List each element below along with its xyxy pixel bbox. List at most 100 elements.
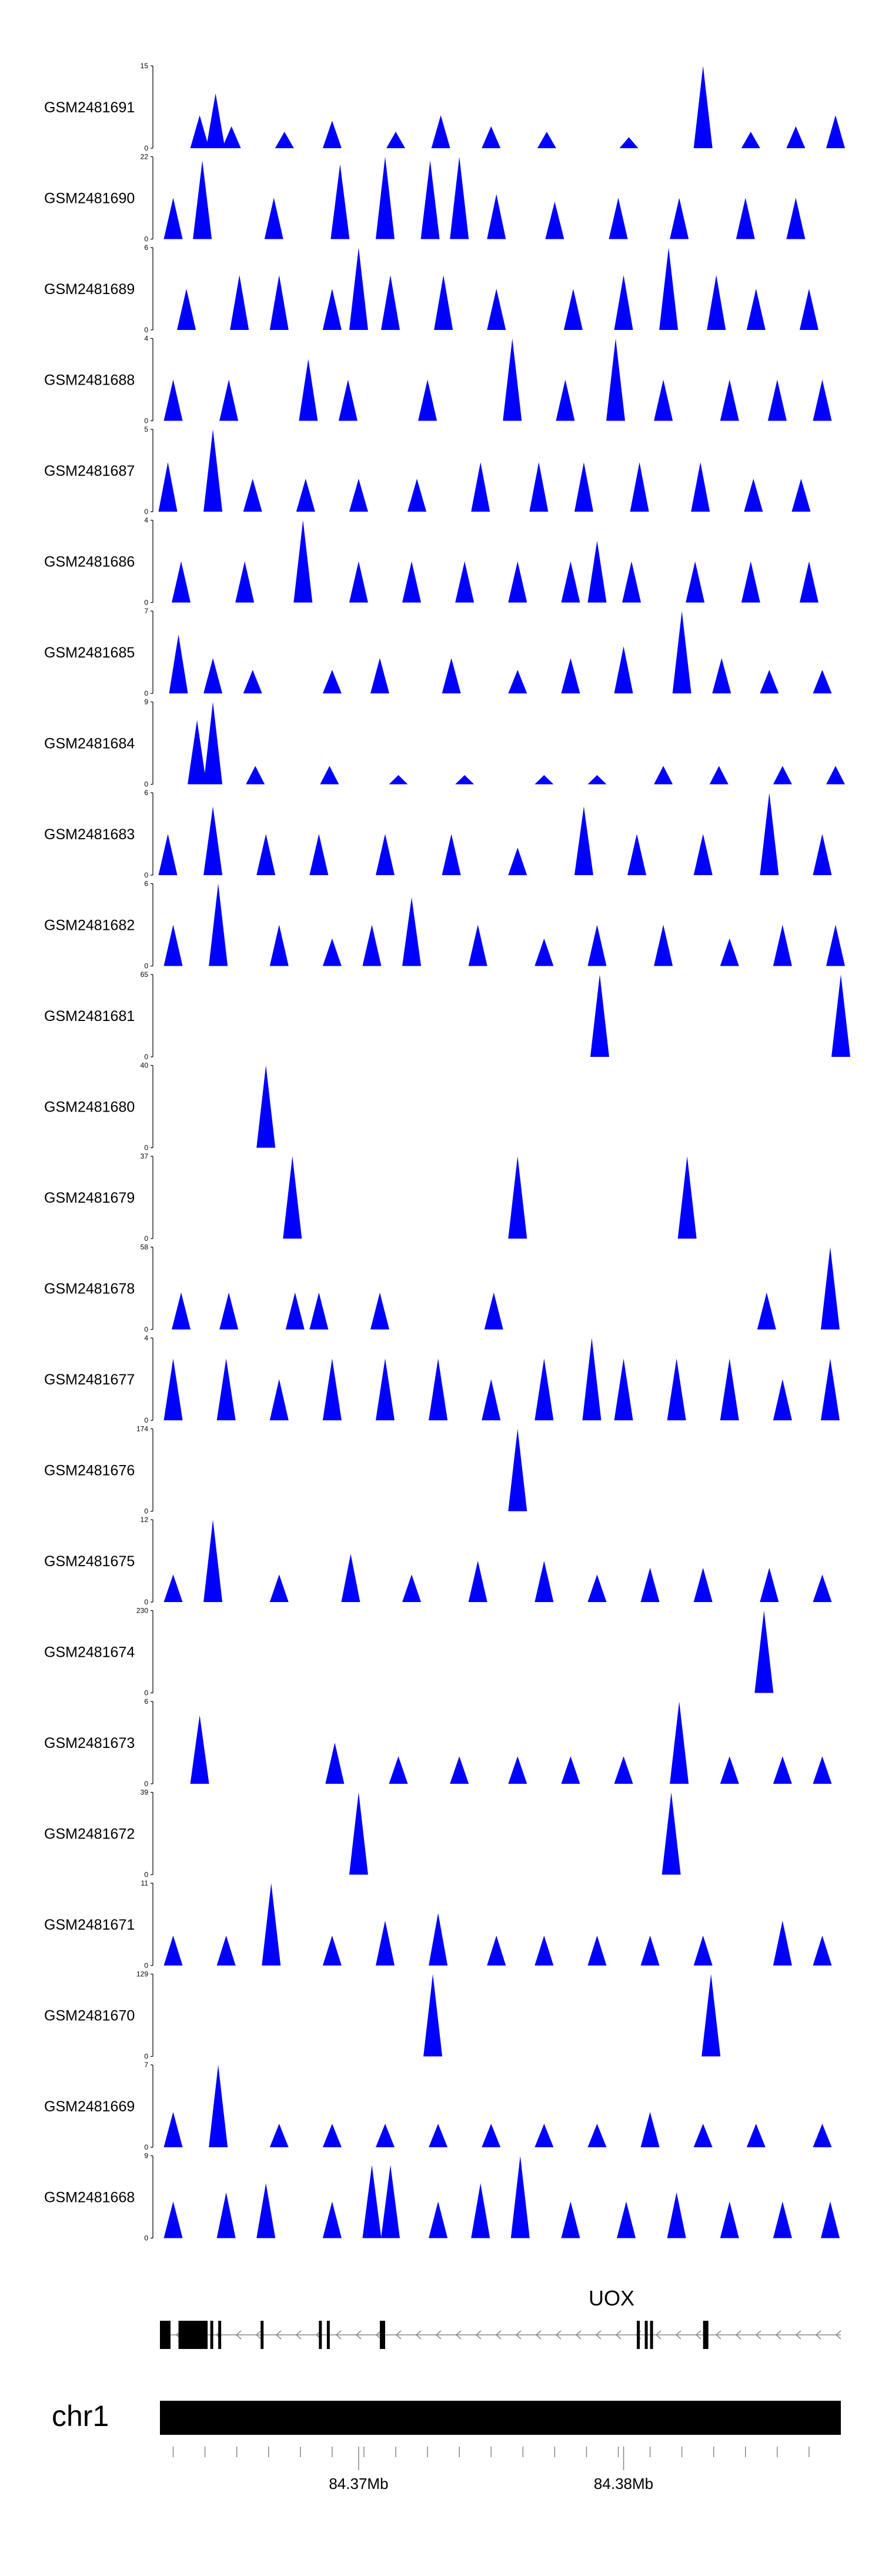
y-max-label: 9 [144, 698, 148, 706]
y-min-label: 0 [144, 599, 148, 607]
y-min-label: 0 [144, 2234, 148, 2243]
coverage-tracks: GSM2481691150GSM2481690220GSM248168960GS… [44, 62, 850, 2243]
coverage-peak [659, 248, 678, 330]
coverage-peak [270, 1574, 289, 1602]
track-label: GSM2481685 [44, 645, 135, 661]
coverage-peak [813, 1936, 831, 1966]
coverage-peak [670, 1701, 689, 1784]
coverage-peak [826, 115, 845, 148]
coverage-peak [482, 2124, 500, 2147]
y-min-label: 0 [144, 871, 148, 879]
coverage-peak [330, 164, 349, 239]
coverage-peak [813, 1574, 831, 1602]
track-label: GSM2481671 [44, 1917, 135, 1933]
coverage-peak [164, 2112, 183, 2147]
coverage-peak [341, 1554, 360, 1602]
coverage-peak [235, 562, 254, 603]
track-GSM2481684: GSM2481684 9 0 [44, 698, 845, 789]
coverage-peak [590, 975, 609, 1057]
coverage-peak [386, 132, 405, 148]
coverage-peak [768, 380, 787, 421]
coverage-peak [561, 562, 580, 603]
coverage-peak [707, 275, 726, 330]
track-GSM2481674: GSM24816742300 [44, 1607, 773, 1697]
track-GSM2481681: GSM2481681 65 0 [44, 970, 850, 1061]
coverage-peak [508, 847, 527, 875]
y-min-label: 0 [144, 689, 148, 698]
coverage-peak [246, 766, 265, 784]
coverage-peak [296, 479, 315, 512]
exon [380, 2321, 385, 2349]
coverage-peak [831, 975, 850, 1057]
exon [650, 2321, 653, 2349]
coverage-peak [450, 1756, 469, 1784]
coverage-peak [219, 1293, 238, 1330]
coverage-peak [537, 132, 556, 148]
y-min-label: 0 [144, 235, 148, 243]
coverage-peak [376, 1359, 395, 1420]
coverage-peak [556, 380, 574, 421]
coverage-peak [813, 1756, 831, 1784]
track-GSM2481678: GSM2481678580 [44, 1243, 840, 1334]
track-GSM2481689: GSM248168960 [44, 243, 818, 334]
coverage-peak [701, 1974, 720, 2057]
track-label: GSM2481676 [44, 1463, 135, 1479]
coverage-peak [587, 541, 606, 603]
coverage-peak [389, 1756, 408, 1784]
y-max-label: 5 [144, 425, 148, 433]
coverage-peak [773, 925, 792, 966]
coverage-peak [164, 198, 183, 239]
coverage-peak [362, 925, 381, 966]
coverage-peak [614, 646, 633, 693]
coverage-peak [813, 670, 831, 693]
coverage-peak [164, 925, 183, 966]
coverage-peak [407, 479, 426, 512]
track-label: GSM2481678 [44, 1281, 135, 1297]
coverage-peak [694, 1568, 713, 1602]
coverage-peak [471, 2183, 490, 2238]
coverage-peak [203, 702, 222, 785]
coverage-peak [323, 2201, 342, 2238]
coverage-peak [270, 1379, 289, 1420]
y-min-label: 0 [144, 1144, 148, 1152]
coverage-peak [206, 94, 225, 148]
coverage-peak [309, 1293, 328, 1330]
coverage-peak [256, 2183, 275, 2238]
coverage-peak [471, 462, 490, 512]
y-min-label: 0 [144, 2143, 148, 2151]
y-min-label: 0 [144, 1326, 148, 1334]
coverage-peak [620, 137, 639, 148]
exon [645, 2321, 648, 2349]
coverage-peak [614, 275, 633, 330]
y-max-label: 129 [136, 1970, 148, 1978]
coverage-peak [421, 161, 440, 239]
coverage-peak [222, 126, 241, 148]
coverage-peak [159, 462, 178, 512]
coverage-peak [349, 562, 368, 603]
track-label: GSM2481691 [44, 99, 135, 116]
coverage-peak [275, 132, 294, 148]
track-label: GSM2481677 [44, 1372, 135, 1388]
coverage-peak [667, 2193, 686, 2238]
coverage-peak [641, 1568, 660, 1602]
track-label: GSM2481686 [44, 554, 135, 570]
coverage-peak [654, 925, 673, 966]
coverage-peak [323, 1936, 342, 1966]
coverage-peak [720, 1756, 739, 1784]
coverage-peak [455, 562, 474, 603]
coverage-peak [349, 479, 368, 512]
coverage-peak [561, 1756, 580, 1784]
coverage-peak [574, 806, 593, 875]
coverage-peak [429, 2124, 447, 2147]
coverage-peak [487, 1936, 506, 1966]
y-min-label: 0 [144, 326, 148, 334]
coverage-peak [720, 380, 739, 421]
track-GSM2481679: GSM2481679370 [44, 1152, 697, 1243]
coverage-peak [710, 766, 729, 784]
coverage-peak [293, 520, 312, 603]
track-GSM2481676: GSM24816761740 [44, 1425, 527, 1516]
y-min-label: 0 [144, 780, 148, 789]
coverage-peak [826, 766, 845, 784]
track-label: GSM2481679 [44, 1190, 135, 1206]
coverage-peak [323, 121, 342, 148]
